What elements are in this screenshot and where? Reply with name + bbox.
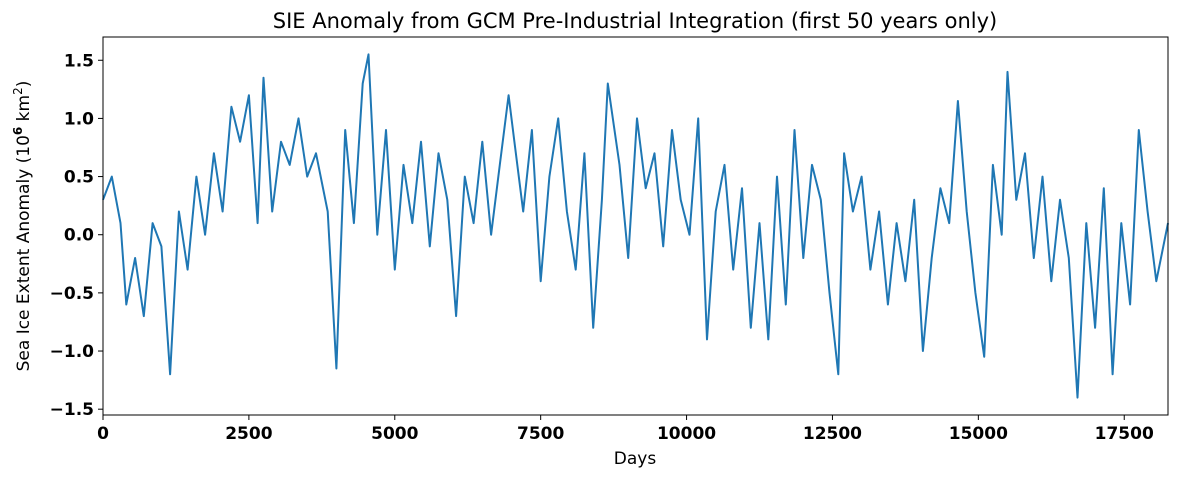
y-tick-label: −1.5: [50, 400, 94, 420]
plot-area: [102, 53, 1169, 399]
y-tick-label: −1.0: [50, 342, 95, 362]
axes-frame: [102, 36, 1169, 416]
x-tick-label: 5000: [371, 424, 418, 444]
y-tick-label: 0.0: [64, 226, 94, 246]
y-axis-label-close: ): [14, 81, 34, 88]
chart-title: SIE Anomaly from GCM Pre-Industrial Inte…: [273, 9, 997, 33]
y-axis: −1.5 −1.0 −0.5 0.0 0.5 1.0 1.5: [50, 51, 103, 420]
y-tick-label: 1.0: [64, 109, 94, 129]
y-axis-label-exponent: 6: [11, 127, 25, 135]
y-tick-label: −0.5: [50, 284, 94, 304]
x-tick-label: 0: [97, 424, 109, 444]
y-axis-label-unit-exponent: 2: [11, 87, 25, 95]
y-axis-label-unit: km: [14, 95, 34, 127]
x-tick-label: 7500: [517, 424, 564, 444]
x-axis: 0 2500 5000 7500 10000 12500 15000 17500: [97, 415, 1154, 444]
y-tick-label: 0.5: [64, 168, 94, 188]
x-tick-label: 12500: [803, 424, 862, 444]
y-axis-label-main: Sea Ice Extent Anomaly (10: [14, 135, 34, 371]
x-tick-label: 15000: [949, 424, 1008, 444]
series-line: [102, 53, 1169, 399]
x-tick-label: 2500: [225, 424, 272, 444]
x-axis-label: Days: [614, 449, 657, 469]
y-tick-label: 1.5: [64, 51, 94, 71]
x-tick-label: 10000: [657, 424, 716, 444]
y-axis-label: Sea Ice Extent Anomaly (106 km2): [11, 81, 34, 372]
x-tick-label: 17500: [1095, 424, 1154, 444]
